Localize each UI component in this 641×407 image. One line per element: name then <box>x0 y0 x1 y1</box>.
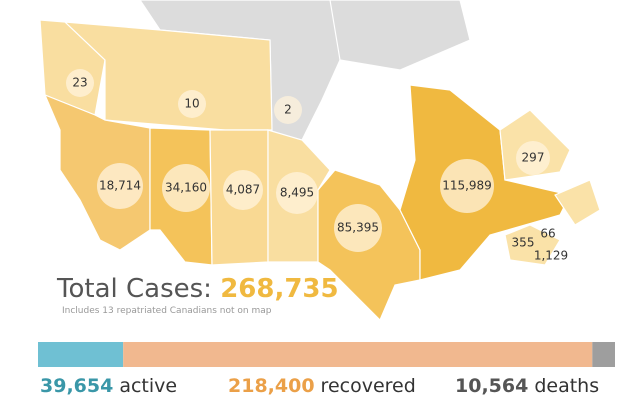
total-cases: Total Cases: 268,735 <box>56 274 339 304</box>
region-circle <box>162 164 210 212</box>
status-name: recovered <box>321 375 416 397</box>
region-circle <box>334 204 382 252</box>
region-circle <box>276 172 318 214</box>
region-circle <box>223 170 263 210</box>
total-label: Total Cases: <box>56 274 212 304</box>
status-bar <box>38 342 615 367</box>
status-segment <box>38 342 124 367</box>
maritimes <box>504 224 561 266</box>
arctic-islands <box>329 0 471 71</box>
region-count: 355 <box>512 236 535 250</box>
region-count: 4,087 <box>226 183 260 197</box>
region-count: 66 <box>540 227 555 241</box>
region-circle <box>66 69 94 97</box>
status-count: 39,654 <box>40 375 113 397</box>
status-segment <box>592 342 615 367</box>
region-circle <box>440 159 494 213</box>
region-count: 8,495 <box>280 186 314 200</box>
region-circle <box>516 141 550 175</box>
region-count: 10 <box>184 97 199 111</box>
bc <box>43 93 151 251</box>
region-count: 297 <box>522 151 545 165</box>
region-circle <box>274 96 302 124</box>
status-count: 10,564 <box>455 375 528 397</box>
region-count: 23 <box>72 76 87 90</box>
region-count: 2 <box>284 103 292 117</box>
status-segment <box>123 342 593 367</box>
region-count: 85,395 <box>337 221 379 235</box>
region-count: 1,129 <box>534 249 568 263</box>
region-circle <box>178 90 206 118</box>
status-legend: 39,654 active 218,400 recovered 10,564 deaths <box>40 375 599 397</box>
region-count: 18,714 <box>99 179 141 193</box>
newfoundland <box>554 179 601 226</box>
status-name: deaths <box>534 375 599 397</box>
region-labels: 23 10 2 18,714 34,160 4,087 8,495 85,395 115,989… <box>66 69 568 263</box>
region-count: 34,160 <box>165 181 207 195</box>
region-circle <box>97 163 143 209</box>
total-note: Includes 13 repatriated Canadians not on… <box>62 306 272 316</box>
region-count: 115,989 <box>442 179 492 193</box>
status-name: active <box>119 375 177 397</box>
total-value: 268,735 <box>220 274 338 304</box>
provinces <box>39 0 601 322</box>
status-count: 218,400 <box>228 375 315 397</box>
